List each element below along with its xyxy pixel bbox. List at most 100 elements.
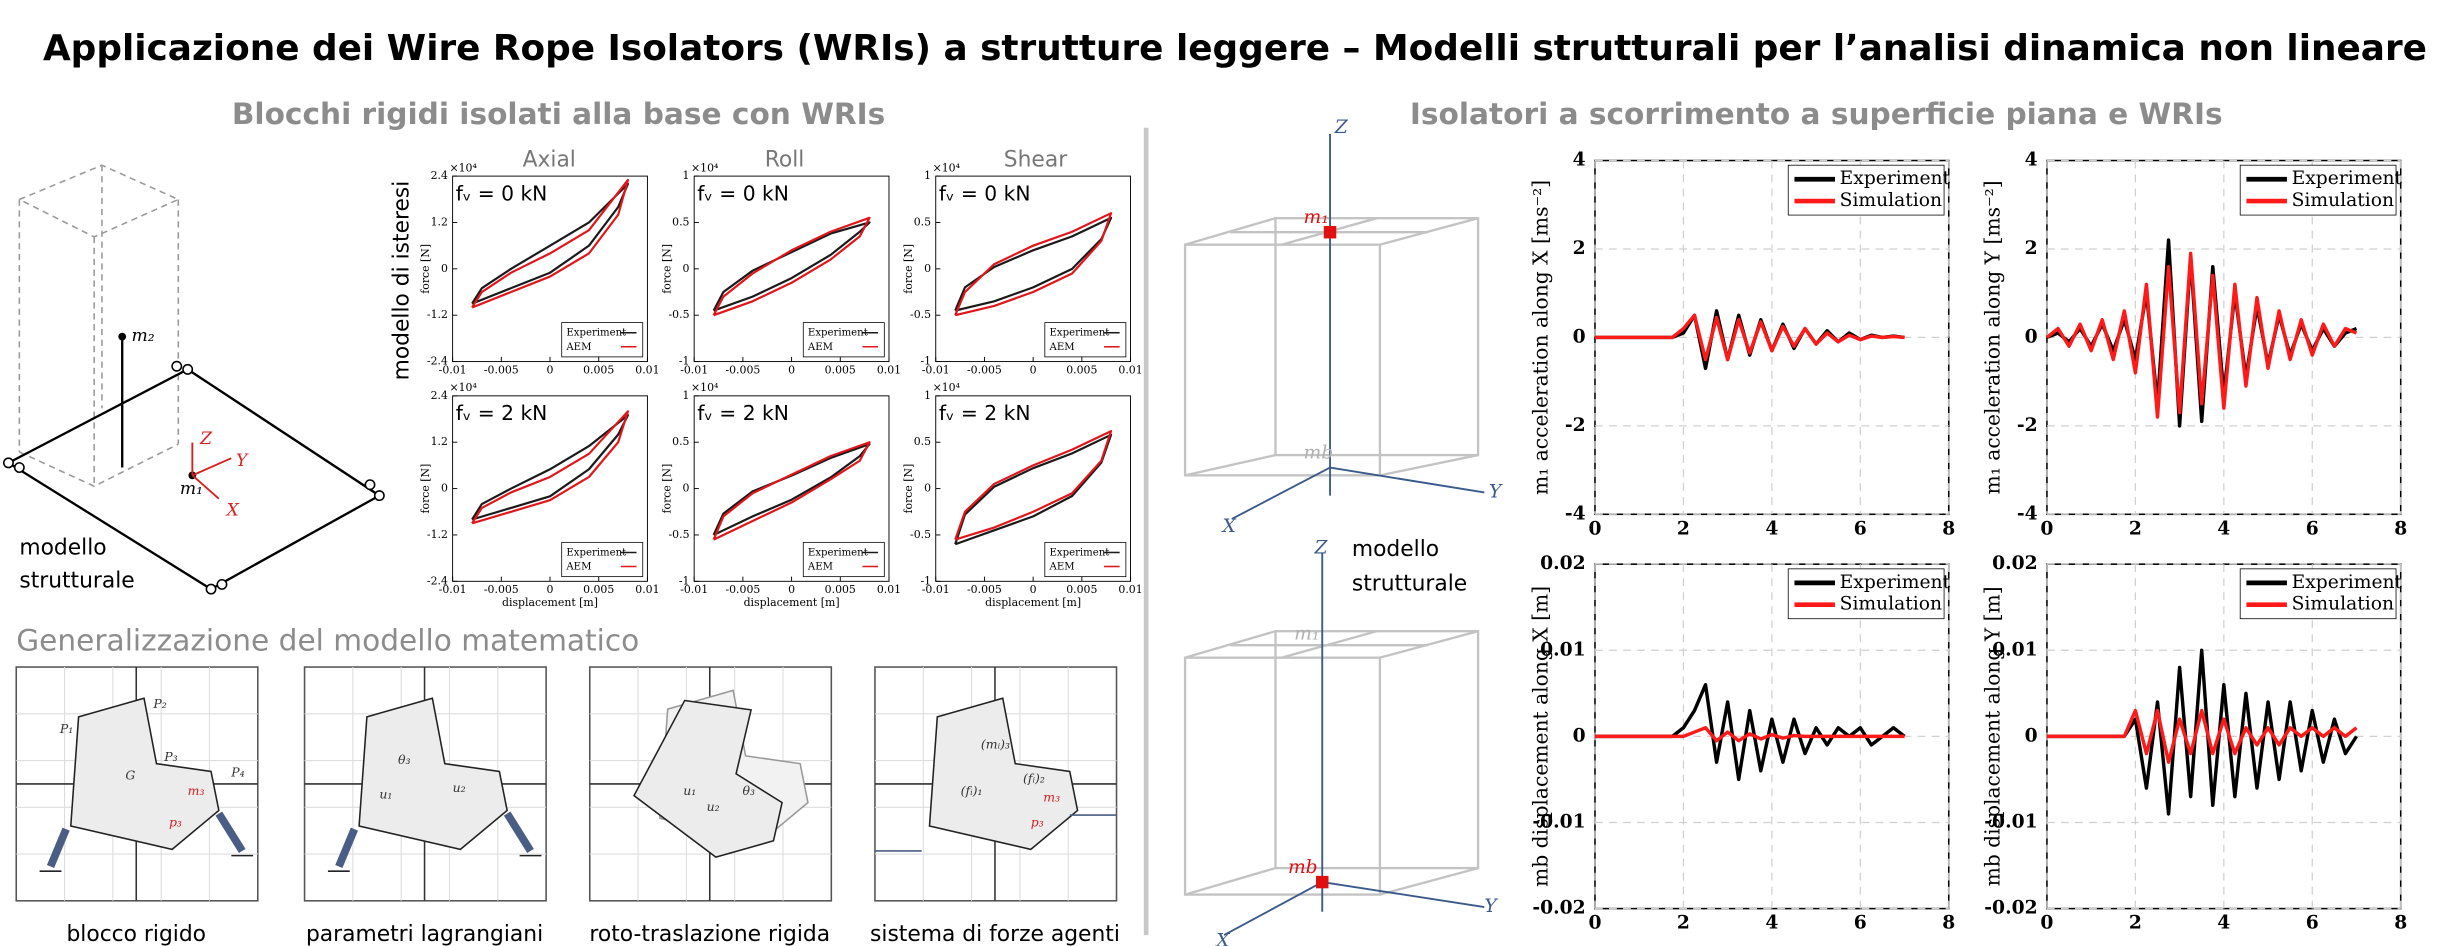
frame-label: m₁ [1304, 207, 1329, 228]
x-tick-label: 4 [2217, 912, 2230, 934]
diagram-caption: roto-traslazione rigida [589, 922, 830, 946]
y-tick-label: 0 [683, 262, 690, 275]
isolator [215, 811, 246, 853]
data-line [954, 212, 1113, 317]
y-tick-label: -2 [1565, 414, 1586, 436]
x-tick-label: 0.01 [635, 583, 659, 596]
axis-exponent: ×10⁴ [933, 381, 961, 394]
x-tick-label: -0.01 [439, 583, 467, 596]
y-tick-label: 0 [683, 482, 690, 495]
diagram-label: P₁ [59, 721, 73, 736]
legend-label: AEM [565, 342, 591, 353]
y-tick-label: -2.4 [427, 574, 448, 587]
legend-label: AEM [1049, 342, 1075, 353]
y-axis-label: mb displacement along X [m] [1528, 586, 1552, 887]
x-tick-label: -0.005 [725, 363, 760, 376]
diagram-label: (fᵢ)₂ [1023, 771, 1045, 786]
legend-label: Experiment [808, 328, 868, 339]
x-tick-label: 0.005 [825, 583, 856, 596]
legend-label: Simulation [1840, 190, 1942, 211]
y-tick-label: 0.5 [672, 215, 689, 228]
frame-label: mb [1304, 443, 1334, 464]
x-tick-label: -0.01 [922, 363, 950, 376]
hysteresis-label: modello di isteresi [390, 181, 415, 381]
y-axis-label: force [N] [902, 244, 915, 294]
x-tick-label: 6 [1854, 517, 1867, 539]
x-tick-label: 2 [2129, 517, 2142, 539]
structure-label: Y [236, 451, 249, 471]
x-tick-label: 0.005 [1066, 363, 1097, 376]
data-line [1594, 726, 1905, 743]
diagram-label: G [125, 768, 135, 783]
x-tick-label: 0 [788, 363, 795, 376]
x-tick-label: 0 [2040, 517, 2053, 539]
x-tick-label: 8 [2394, 517, 2407, 539]
x-tick-label: 0.005 [1066, 583, 1097, 596]
y-tick-label: 2.4 [431, 389, 448, 402]
y-tick-label: -1 [679, 574, 690, 587]
legend-label: Experiment [1050, 547, 1110, 558]
x-tick-label: 4 [1765, 517, 1778, 539]
y-tick-label: -1 [920, 574, 931, 587]
x-tick-label: -0.005 [725, 583, 760, 596]
x-tick-label: 2 [1677, 912, 1690, 934]
diagram-label: u₁ [683, 783, 696, 798]
y-tick-label: -1.2 [427, 308, 448, 321]
x-tick-label: 0 [547, 583, 554, 596]
model-label: strutturale [1352, 571, 1467, 596]
x-tick-label: 6 [2306, 912, 2319, 934]
y-axis-label: force [N] [902, 464, 915, 514]
x-tick-label: -0.01 [680, 363, 708, 376]
isolator [503, 811, 534, 853]
y-tick-label: -4 [2017, 502, 2038, 524]
plot-label: fᵥ = 2 kN [697, 401, 789, 425]
legend-label: Simulation [1840, 594, 1942, 615]
plot-label: fᵥ = 2 kN [456, 401, 548, 425]
data-line [1594, 313, 1905, 362]
legend-box [2239, 568, 2397, 620]
x-tick-label: 0 [788, 583, 795, 596]
diagram-label: θ₃ [742, 783, 754, 798]
diagram-label: u₂ [707, 799, 720, 814]
x-tick-label: 0.01 [877, 363, 901, 376]
y-tick-label: 1 [683, 169, 690, 182]
axis-exponent: ×10⁴ [449, 381, 477, 394]
generalization-heading: Generalizzazione del modello matematico [16, 624, 639, 658]
y-axis-label: mb displacement along Y [m] [1980, 586, 2004, 886]
legend-label: Experiment [2292, 572, 2403, 593]
y-tick-label: -0.02 [1984, 897, 2037, 919]
y-tick-label: -0.5 [910, 528, 931, 541]
data-line [471, 178, 630, 309]
y-tick-label: 1 [683, 389, 690, 402]
x-tick-label: 2 [2129, 912, 2142, 934]
diagram-label: p₃ [1031, 814, 1044, 829]
diagram-caption: blocco rigido [66, 922, 206, 946]
y-tick-label: 0 [924, 482, 931, 495]
rigid-block [358, 697, 509, 851]
structure-label: m₁ [180, 479, 203, 499]
diagram-caption: sistema di forze agenti [870, 922, 1120, 946]
x-tick-label: 4 [2217, 517, 2230, 539]
y-tick-label: 0.01 [1992, 638, 2038, 660]
y-tick-label: -1.2 [427, 528, 448, 541]
x-tick-label: 0 [1030, 583, 1037, 596]
data-line [712, 216, 871, 317]
y-tick-label: 4 [1573, 149, 1586, 171]
frame-axes [1223, 134, 1485, 936]
y-axis-label: m₁ acceleration along X [ms⁻²] [1528, 180, 1552, 495]
x-tick-label: 6 [2306, 517, 2319, 539]
y-tick-label: 2 [2025, 237, 2038, 259]
diagram-label: (mᵢ)₃ [981, 736, 1010, 751]
y-tick-label: -0.02 [1532, 897, 1585, 919]
rigid-block [928, 697, 1079, 851]
legend-label: Experiment [566, 328, 626, 339]
mass-marker [1316, 875, 1329, 889]
data-line [954, 433, 1113, 546]
y-tick-label: 4 [2025, 149, 2038, 171]
y-tick-label: 0.5 [914, 435, 931, 448]
legend-box [561, 322, 644, 358]
frame-labels: Z X Ym₁ mb Z X Ym₁ mb [1214, 117, 1503, 946]
y-axis-label: force [N] [661, 244, 674, 294]
y-tick-label: -0.5 [668, 528, 689, 541]
column-title: Shear [1004, 148, 1067, 173]
